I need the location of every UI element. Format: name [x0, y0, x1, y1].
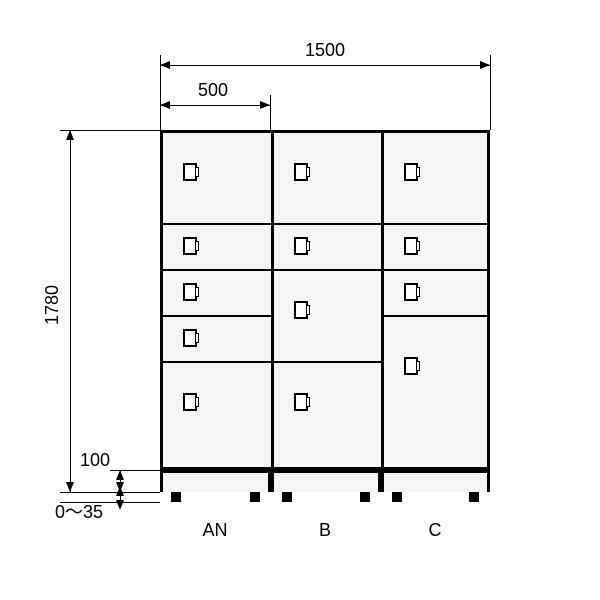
- cabinet-frame: [160, 130, 490, 470]
- foot-icon: [392, 492, 402, 502]
- col-label-b: B: [310, 520, 340, 541]
- column-an: [163, 133, 271, 467]
- arrow: [260, 101, 270, 109]
- foot-icon: [360, 492, 370, 502]
- lock-icon: [183, 393, 197, 411]
- arrow: [116, 470, 124, 480]
- lock-icon: [404, 237, 418, 255]
- cell: [384, 271, 487, 317]
- dim-foot-range: 0～35: [55, 498, 103, 524]
- ext-line: [60, 130, 160, 131]
- lock-icon: [294, 237, 308, 255]
- dim-total-width: 1500: [305, 40, 345, 61]
- cell: [163, 133, 271, 225]
- dim-col-width: 500: [198, 80, 228, 101]
- lock-icon: [183, 329, 197, 347]
- cell: [163, 271, 271, 317]
- cell: [384, 225, 487, 271]
- arrow: [480, 61, 490, 69]
- lock-icon: [294, 393, 308, 411]
- cell: [384, 133, 487, 225]
- lock-icon: [183, 163, 197, 181]
- col-label-c: C: [420, 520, 450, 541]
- cell: [163, 317, 271, 363]
- cell: [274, 363, 381, 467]
- cell: [384, 317, 487, 467]
- arrow: [116, 486, 124, 496]
- lock-icon: [404, 357, 418, 375]
- col-label-an: AN: [195, 520, 235, 541]
- cell: [274, 133, 381, 225]
- foot-icon: [469, 492, 479, 502]
- lock-icon: [404, 283, 418, 301]
- column-b: [274, 133, 381, 467]
- dim-total-height: 1780: [42, 285, 63, 325]
- dim-base-height: 100: [80, 450, 110, 471]
- column-c: [384, 133, 487, 467]
- ext-line: [60, 492, 160, 493]
- foot-icon: [171, 492, 181, 502]
- arrow: [160, 61, 170, 69]
- dim-line-1780: [70, 130, 71, 492]
- base-b: [271, 470, 381, 492]
- lock-icon: [183, 283, 197, 301]
- dim-line-1500: [160, 65, 490, 66]
- lock-icon: [294, 301, 308, 319]
- lock-icon: [294, 163, 308, 181]
- arrow: [66, 482, 74, 492]
- base-c: [381, 470, 490, 492]
- lock-icon: [404, 163, 418, 181]
- ext-line: [490, 55, 491, 130]
- cell: [274, 271, 381, 363]
- base-a: [160, 470, 271, 492]
- arrow: [66, 130, 74, 140]
- foot-icon: [282, 492, 292, 502]
- arrow: [160, 101, 170, 109]
- lock-icon: [183, 237, 197, 255]
- cell: [274, 225, 381, 271]
- cell: [163, 225, 271, 271]
- arrow: [116, 500, 124, 510]
- dim-line-500: [160, 105, 270, 106]
- foot-icon: [250, 492, 260, 502]
- cell: [163, 363, 271, 467]
- ext-line: [270, 95, 271, 130]
- drawing-canvas: 1500 500 1780 100 0～35: [0, 0, 600, 600]
